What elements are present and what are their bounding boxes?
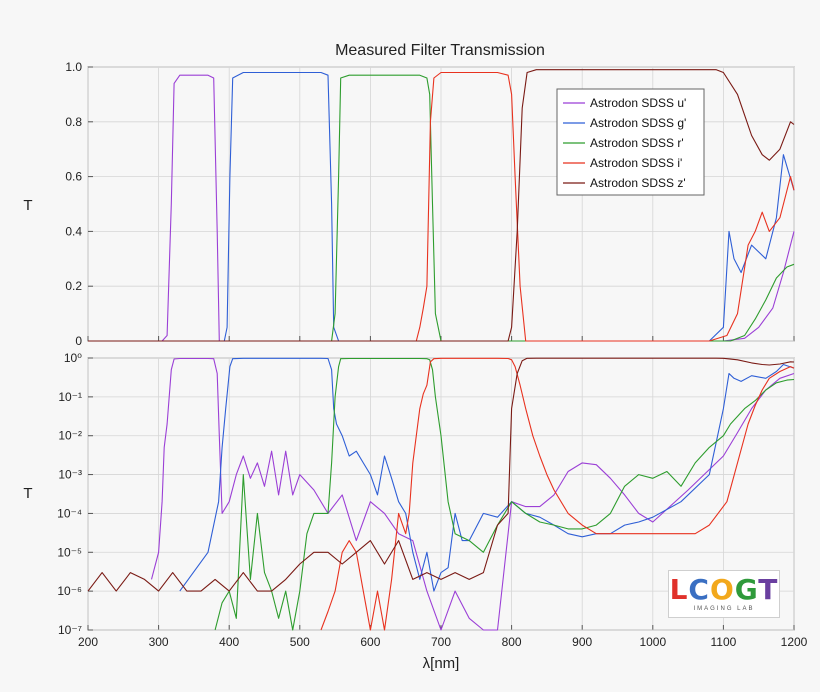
top-ytick-label: 0.4: [65, 224, 82, 238]
xtick-label: 400: [219, 635, 239, 649]
bottom-series-line-0: [150, 357, 795, 631]
xtick-label: 200: [78, 635, 98, 649]
top-y-axis-label: T: [23, 197, 32, 214]
xtick-label: 1000: [639, 635, 666, 649]
bottom-ytick-label: 10⁻³: [58, 468, 82, 482]
top-ytick-label: 0.2: [65, 279, 82, 293]
logo-text: LCOGT: [669, 573, 779, 606]
bottom-series: [87, 357, 795, 631]
bottom-ytick-label: 10⁻⁵: [57, 545, 82, 559]
xtick-label: 900: [572, 635, 592, 649]
bottom-ytick-label: 10⁻¹: [58, 390, 82, 404]
chart-title: Measured Filter Transmission: [335, 42, 545, 59]
bottom-series-line-3: [320, 357, 795, 631]
legend-label-r: Astrodon SDSS r': [590, 136, 684, 150]
bottom-y-axis-label: T: [23, 485, 32, 502]
xtick-label: 800: [502, 635, 522, 649]
bottom-ytick-label: 10⁰: [64, 351, 82, 365]
bottom-series-line-2: [214, 357, 795, 631]
xtick-label: 300: [149, 635, 169, 649]
top-ytick-label: 1.0: [65, 60, 82, 74]
lcogt-logo: LCOGT IMAGING LAB: [668, 570, 780, 618]
legend-label-i: Astrodon SDSS i': [590, 156, 682, 170]
top-series-line-2: [88, 74, 795, 342]
bottom-ytick-label: 10⁻⁷: [58, 623, 82, 637]
xtick-label: 1200: [781, 635, 808, 649]
legend-label-g: Astrodon SDSS g': [590, 116, 686, 130]
bottom-y-ticks: 10⁰ 10⁻¹ 10⁻² 10⁻³ 10⁻⁴ 10⁻⁵ 10⁻⁶ 10⁻⁷: [57, 351, 82, 637]
logo-subtitle: IMAGING LAB: [693, 606, 755, 612]
bottom-series-line-4: [87, 357, 795, 592]
legend: Astrodon SDSS u' Astrodon SDSS g' Astrod…: [556, 88, 705, 196]
bottom-ytick-label: 10⁻²: [58, 429, 82, 443]
bottom-ytick-label: 10⁻⁴: [57, 506, 82, 520]
top-series-line-0: [88, 74, 795, 342]
xtick-label: 500: [290, 635, 310, 649]
top-ytick-label: 0.6: [65, 170, 82, 184]
xtick-label: 600: [360, 635, 380, 649]
legend-box: [556, 88, 705, 196]
top-ytick-label: 0.8: [65, 115, 82, 129]
bottom-panel: 10⁰ 10⁻¹ 10⁻² 10⁻³ 10⁻⁴ 10⁻⁵ 10⁻⁶ 10⁻⁷ 200 300 40…: [23, 351, 807, 672]
xtick-label: 700: [431, 635, 451, 649]
x-ticks: 200 300 400 500 600 700 800 900 1000 1100 1200: [78, 635, 808, 649]
legend-label-z: Astrodon SDSS z': [590, 176, 686, 190]
bottom-ytick-label: 10⁻⁶: [57, 584, 82, 598]
top-series-line-4: [88, 69, 795, 342]
x-axis-label: λ[nm]: [423, 655, 460, 672]
bottom-series-line-1: [179, 357, 795, 592]
xtick-label: 1100: [710, 635, 736, 649]
top-y-ticks: 0 0.2 0.4 0.6 0.8 1.0: [65, 60, 82, 348]
legend-label-u: Astrodon SDSS u': [590, 96, 686, 110]
top-ytick-label: 0: [75, 334, 82, 348]
top-series: [88, 69, 795, 342]
